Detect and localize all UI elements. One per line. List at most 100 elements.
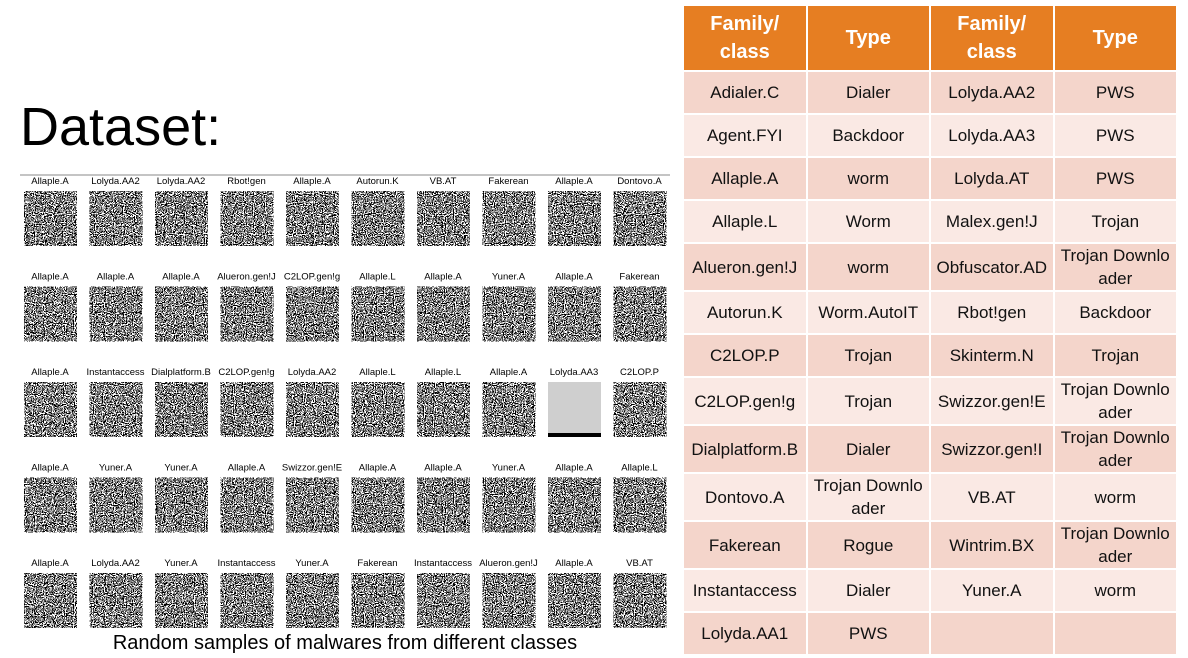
sample-label: Fakerean: [357, 558, 397, 569]
sample-label: C2LOP.P: [620, 367, 659, 378]
table-cell: Trojan Downloader: [1052, 520, 1178, 570]
table-cell: Dialer: [805, 568, 931, 613]
sample-image: [417, 382, 470, 437]
sample-image: [417, 477, 470, 533]
sample-image: [24, 573, 77, 628]
table-cell: Autorun.K: [682, 290, 808, 335]
table-cell: Lolyda.AT: [929, 156, 1055, 201]
table-row: C2LOP.P Trojan Skinterm.N Trojan: [682, 333, 1178, 378]
sample-label: Allaple.A: [293, 176, 331, 187]
sample-label: Autorun.K: [356, 176, 399, 187]
sample-image: [548, 382, 601, 437]
sample-label: Yuner.A: [492, 272, 526, 283]
sample-image: [417, 191, 470, 246]
table-cell: Agent.FYI: [682, 113, 808, 158]
sample-label: Yuner.A: [99, 463, 133, 474]
sample-label: Swizzor.gen!E: [282, 463, 342, 474]
sample-label: Dontovo.A: [617, 176, 662, 187]
sample-image: [220, 573, 274, 628]
sample-label: C2LOP.gen!g: [218, 367, 274, 378]
sample-label: Allaple.L: [621, 463, 657, 474]
sample-label: Allaple.A: [31, 367, 69, 378]
sample-image: [286, 477, 339, 533]
table-cell: Swizzor.gen!I: [929, 424, 1055, 474]
table-cell: Trojan Downloader: [1052, 376, 1178, 426]
table-cell: C2LOP.gen!g: [682, 376, 808, 426]
sample-image: [155, 382, 208, 437]
table-cell: Trojan: [1052, 333, 1178, 378]
table-cell: PWS: [1052, 113, 1178, 158]
header-cell: Type: [805, 4, 931, 72]
sample-image: [24, 286, 77, 342]
table-row: Lolyda.AA1 PWS: [682, 611, 1178, 656]
table-row: Dialplatform.B Dialer Swizzor.gen!I Trojan …: [682, 424, 1178, 474]
table-cell: [929, 611, 1055, 656]
table-cell: worm: [1052, 472, 1178, 522]
table-row: Adialer.C Dialer Lolyda.AA2 PWS: [682, 70, 1178, 115]
header-cell: Type: [1052, 4, 1178, 72]
sample-label: Yuner.A: [295, 558, 329, 569]
sample-label: Yuner.A: [164, 463, 198, 474]
table-row: Dontovo.A Trojan Downloader VB.AT worm: [682, 472, 1178, 522]
table-cell: Trojan Downloader: [1052, 242, 1178, 292]
sample-label: C2LOP.gen!g: [284, 272, 340, 283]
sample-image: [24, 191, 77, 246]
sample-image: [286, 382, 339, 437]
sample-image: [155, 573, 208, 628]
sample-grid: Allaple.A Lolyda.AA2 Lolyda.AA2 Rbot!gen All…: [20, 170, 670, 632]
table-row: Allaple.A worm Lolyda.AT PWS: [682, 156, 1178, 201]
table-cell: Backdoor: [1052, 290, 1178, 335]
sample-image: [220, 382, 274, 437]
table-cell: worm: [805, 156, 931, 201]
sample-image: [417, 286, 470, 342]
table-cell: Worm: [805, 199, 931, 244]
sample-label: VB.AT: [430, 176, 457, 187]
sample-label: Lolyda.AA2: [157, 176, 206, 187]
sample-label: Allaple.A: [228, 463, 266, 474]
sample-image: [351, 191, 405, 246]
sample-label: Allaple.A: [555, 272, 593, 283]
table-cell: PWS: [805, 611, 931, 656]
sample-image: [89, 382, 143, 437]
table-cell: Backdoor: [805, 113, 931, 158]
sample-image: [351, 286, 405, 342]
sample-label: Alueron.gen!J: [479, 558, 538, 569]
sample-image: [613, 382, 667, 437]
header-cell: Family/ class: [682, 4, 808, 72]
sample-image: [351, 573, 405, 628]
table-row: Autorun.K Worm.AutoIT Rbot!gen Backdoor: [682, 290, 1178, 335]
sample-image: [155, 286, 208, 342]
table-cell: Skinterm.N: [929, 333, 1055, 378]
sample-image: [24, 382, 77, 437]
table-cell: Dialer: [805, 70, 931, 115]
sample-label: Lolyda.AA2: [91, 558, 140, 569]
header-cell: Family/ class: [929, 4, 1055, 72]
table-row: Alueron.gen!J worm Obfuscator.AD Trojan Dow…: [682, 242, 1178, 292]
table-cell: Allaple.A: [682, 156, 808, 201]
table-cell: Dialer: [805, 424, 931, 474]
sample-image: [351, 477, 405, 533]
sample-label: Lolyda.AA2: [288, 367, 337, 378]
sample-image: [24, 477, 77, 533]
sample-label: Allaple.A: [555, 176, 593, 187]
table-row: Instantaccess Dialer Yuner.A worm: [682, 568, 1178, 613]
sample-image: [482, 286, 536, 342]
sample-image: [220, 477, 274, 533]
table-row: Agent.FYI Backdoor Lolyda.AA3 PWS: [682, 113, 1178, 158]
sample-image: [89, 191, 143, 246]
table-cell: Lolyda.AA1: [682, 611, 808, 656]
table-cell: Lolyda.AA2: [929, 70, 1055, 115]
table-row: Fakerean Rogue Wintrim.BX Trojan Downloader: [682, 520, 1178, 570]
table-cell: PWS: [1052, 70, 1178, 115]
sample-label: Lolyda.AA3: [550, 367, 599, 378]
sample-image: [220, 191, 274, 246]
sample-label: Allaple.A: [555, 558, 593, 569]
table-cell: Malex.gen!J: [929, 199, 1055, 244]
table-row: C2LOP.gen!g Trojan Swizzor.gen!E Trojan Dow…: [682, 376, 1178, 426]
table-cell: Trojan: [1052, 199, 1178, 244]
slide-title: Dataset:: [20, 97, 222, 157]
sample-image: [548, 286, 601, 342]
sample-label: Allaple.A: [97, 272, 135, 283]
table-cell: worm: [1052, 568, 1178, 613]
sample-label: Yuner.A: [164, 558, 198, 569]
